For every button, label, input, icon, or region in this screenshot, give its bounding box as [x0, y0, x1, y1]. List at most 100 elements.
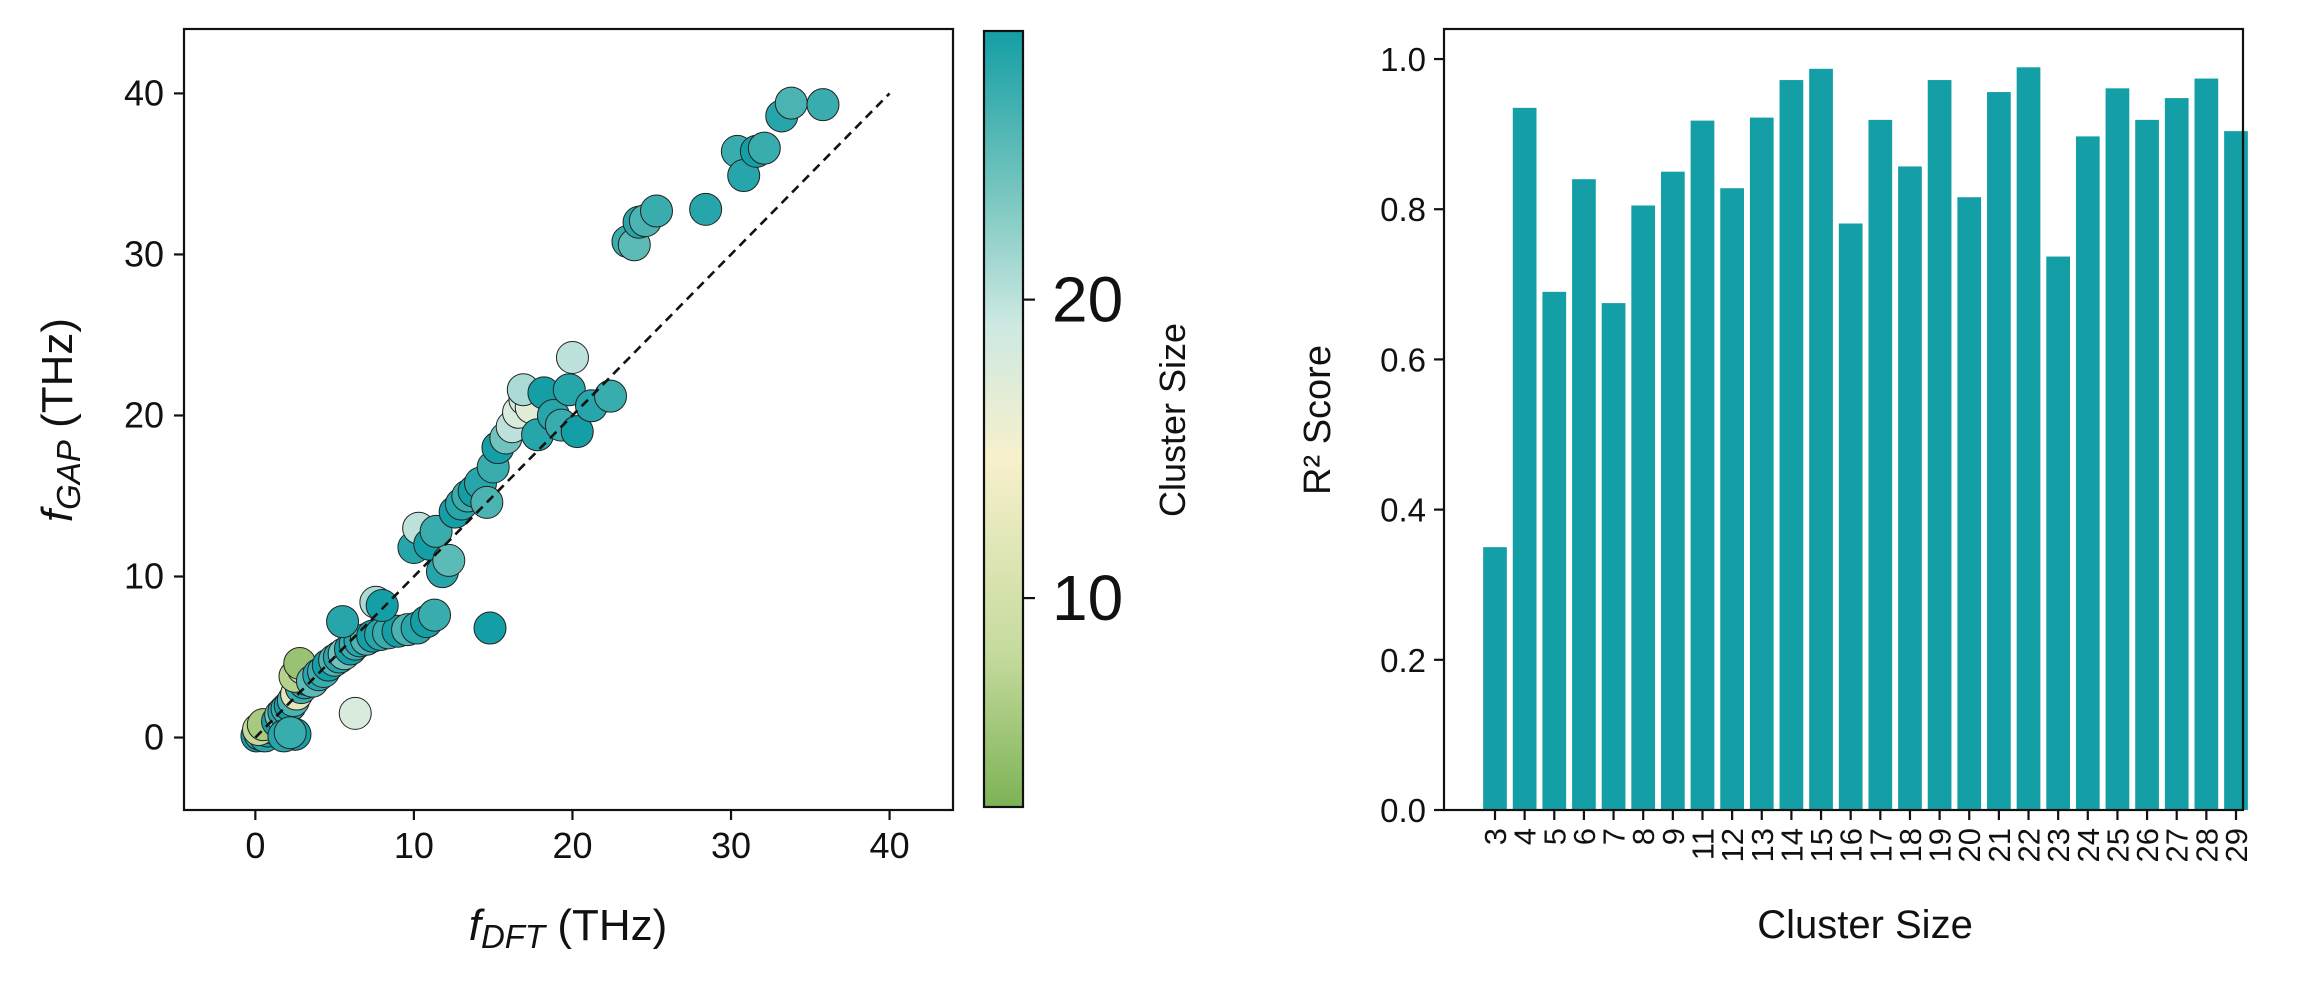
bar-x-tick-label: 7 — [1597, 828, 1632, 845]
bar-y-tick-label: 0.2 — [1380, 642, 1426, 679]
scatter-point — [338, 696, 372, 730]
scatter-point — [432, 543, 466, 577]
scatter-point — [273, 716, 307, 750]
bar-x-ticks: 3456789111213141516171819202122232425262… — [1478, 810, 2254, 862]
scatter-point — [418, 598, 452, 632]
bar-x-tick-label: 9 — [1656, 828, 1691, 845]
bar-x-tick-label: 19 — [1923, 828, 1958, 862]
bar-x-tick-label: 13 — [1745, 828, 1780, 862]
bar — [2224, 131, 2248, 811]
bar-frame — [1442, 27, 2245, 812]
scatter-plot: 0 10 20 30 40 0 10 20 30 40 fDFT (THz) fGAP (THz) — [33, 27, 955, 955]
scatter-point — [639, 194, 673, 228]
colorbar-label: Cluster Size — [1152, 323, 1193, 517]
bar — [1660, 171, 1685, 811]
bar — [1749, 117, 1774, 810]
scatter-axis-ticks: 0 10 20 30 40 0 10 20 30 40 — [124, 72, 910, 866]
bar-x-tick-label: 25 — [2100, 828, 2135, 862]
scatter-point — [560, 415, 594, 449]
bar-x-tick-label: 27 — [2160, 828, 2195, 862]
bar — [1898, 166, 1922, 810]
bar-y-tick-label: 0.4 — [1380, 492, 1426, 529]
x-tick-label: 20 — [552, 825, 592, 866]
bar-x-tick-label: 3 — [1478, 828, 1513, 845]
scatter-point — [774, 86, 808, 120]
bar-x-tick-label: 22 — [2012, 828, 2047, 862]
bar-y-tick-label: 1.0 — [1380, 41, 1426, 78]
scatter-point — [365, 588, 399, 622]
bar — [1868, 119, 1893, 811]
bar-y-ticks: 0.0 0.2 0.4 0.6 0.8 1.0 — [1380, 41, 1444, 829]
bar-x-tick-label: 29 — [2219, 828, 2254, 862]
scatter-point — [806, 88, 840, 122]
colorbar-tick-label: 20 — [1052, 264, 1123, 336]
colorbar-gradient — [982, 29, 1025, 809]
ylabel-unit: (THz) — [33, 318, 82, 440]
bar — [2016, 67, 2041, 810]
bar — [1838, 223, 1863, 811]
bar — [2164, 98, 2189, 811]
scatter-ylabel: fGAP (THz) — [33, 318, 87, 522]
colorbar-ticks: 10 20 — [1023, 264, 1123, 634]
bar — [2194, 78, 2219, 810]
scatter-point — [555, 341, 589, 375]
bar-xlabel: Cluster Size — [1757, 903, 1973, 947]
xlabel-sub: DFT — [481, 918, 548, 955]
bar-x-tick-label: 16 — [1834, 828, 1869, 862]
x-tick-label: 0 — [245, 825, 265, 866]
y-tick-label: 20 — [124, 394, 164, 435]
x-tick-label: 40 — [870, 825, 910, 866]
bar-x-tick-label: 12 — [1715, 828, 1750, 862]
scatter-frame — [182, 27, 955, 812]
bar-x-tick-label: 14 — [1774, 828, 1809, 862]
scatter-points — [240, 86, 840, 753]
bar-x-tick-label: 26 — [2130, 828, 2165, 862]
bar — [1542, 291, 1567, 810]
bar-x-tick-label: 4 — [1508, 828, 1543, 845]
bar-x-tick-label: 21 — [1982, 828, 2017, 862]
bar-x-tick-label: 11 — [1685, 828, 1720, 860]
scatter-point — [594, 379, 628, 413]
bar — [1987, 92, 2011, 811]
bar — [1927, 80, 1952, 811]
bar — [2105, 88, 2130, 811]
bar-ylabel: R² Score — [1297, 345, 1339, 495]
y-tick-label: 10 — [124, 556, 164, 597]
y-tick-label: 0 — [144, 717, 164, 758]
colorbar-tick-label: 10 — [1052, 562, 1123, 634]
reference-line — [254, 92, 891, 739]
bar-x-tick-label: 6 — [1567, 828, 1602, 845]
bar-y-tick-label: 0.6 — [1380, 341, 1426, 378]
bar — [1957, 197, 1982, 810]
bar-x-tick-label: 24 — [2071, 828, 2106, 862]
bar — [1720, 188, 1744, 810]
scatter-point — [473, 611, 507, 645]
bar — [1779, 80, 1804, 811]
bar-x-tick-label: 20 — [1952, 828, 1987, 862]
x-tick-label: 30 — [711, 825, 751, 866]
bar-x-tick-label: 18 — [1893, 828, 1928, 862]
scatter-xlabel: fDFT (THz) — [469, 901, 668, 955]
y-tick-label: 30 — [124, 233, 164, 274]
bar — [1690, 120, 1715, 810]
bar-x-tick-label: 23 — [2041, 828, 2076, 862]
xlabel-unit: (THz) — [545, 901, 667, 950]
bar — [1601, 303, 1626, 810]
bar-y-tick-label: 0.0 — [1380, 792, 1426, 829]
bar-x-tick-label: 5 — [1537, 828, 1572, 845]
bar — [1572, 179, 1596, 810]
scatter-point — [689, 192, 723, 226]
bar — [2075, 136, 2100, 810]
bar-x-tick-label: 8 — [1626, 828, 1661, 845]
scatter-point — [747, 131, 781, 165]
bar-chart: 0.0 0.2 0.4 0.6 0.8 1.0 345678911121314151617… — [1297, 27, 2254, 947]
y-tick-label: 40 — [124, 72, 164, 113]
bar — [1483, 547, 1507, 810]
bar — [1512, 107, 1537, 811]
bar-x-tick-label: 17 — [1863, 828, 1898, 862]
bar-x-tick-label: 15 — [1804, 828, 1839, 862]
bar-x-tick-label: 28 — [2189, 828, 2224, 862]
bar — [1631, 205, 1656, 811]
scatter-point — [326, 605, 360, 639]
